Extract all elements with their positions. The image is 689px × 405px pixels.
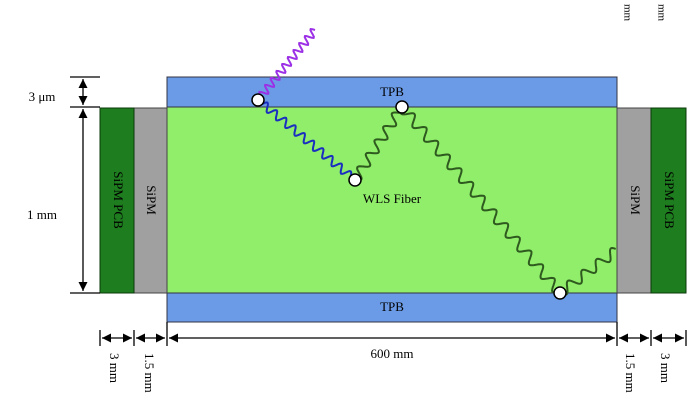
diagram: TPB TPB WLS Fiber SiPM SiPM PCB SiPM SiP… [0,0,689,405]
dim-label: 3 μm [29,89,56,104]
corner-label: mm [655,4,667,22]
dim-ticks [100,322,686,346]
point [252,94,264,106]
dim-label: 1.5 mm [142,353,157,393]
dim-label: 3 mm [107,353,122,383]
dim-label: 1.5 mm [623,353,638,393]
point [396,101,408,113]
tpb-bottom-label: TPB [380,299,404,314]
pcb-right-label: SiPM PCB [662,171,677,229]
sipm-left-label: SiPM [144,185,159,215]
pcb-left-label: SiPM PCB [111,171,126,229]
sipm-right-label: SiPM [628,185,643,215]
fiber-label: WLS Fiber [363,191,422,206]
point [554,287,566,299]
dim-label: 1 mm [27,207,57,222]
tpb-top-label: TPB [380,84,404,99]
corner-label: mm [621,4,633,22]
dim-label: 3 mm [658,353,673,383]
point [349,174,361,186]
dim-label: 600 mm [371,346,414,361]
